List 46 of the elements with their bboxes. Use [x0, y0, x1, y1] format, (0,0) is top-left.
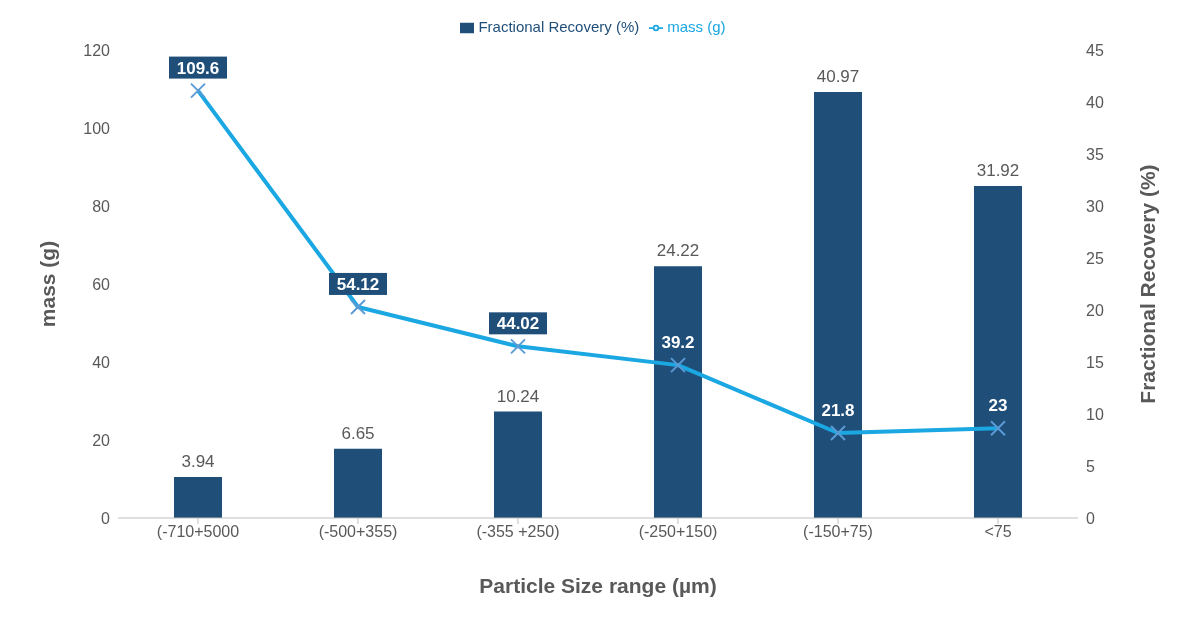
y-tick-label: 40: [92, 353, 111, 371]
x-tick-label: (-710+5000: [156, 523, 240, 541]
data-label: 21.8: [821, 400, 855, 420]
data-label: 24.22: [656, 241, 700, 261]
y2-tick-label: 45: [1086, 41, 1104, 59]
data-label: 6.65: [341, 423, 375, 443]
x-tick-label: (-250+150): [638, 523, 718, 541]
bar: [654, 266, 702, 518]
x-tick-label: (-500+355): [318, 523, 398, 541]
bar: [174, 477, 222, 518]
y-tick-label: 120: [83, 41, 111, 59]
x-tick-label: (-355 +250): [476, 523, 560, 541]
bar: [334, 448, 382, 518]
y2-tick-label: 15: [1086, 353, 1104, 371]
y2-tick-label: 20: [1086, 301, 1104, 319]
y2-axis-title: Fractional Recovery (%): [1136, 164, 1160, 404]
x-axis-title: Particle Size range (µm): [479, 574, 717, 597]
legend-label: mass (g): [667, 18, 726, 35]
legend-label: Fractional Recovery (%): [478, 18, 640, 35]
data-label: 39.2: [661, 333, 695, 353]
y2-tick-label: 35: [1086, 145, 1104, 163]
x-tick-label: <75: [984, 523, 1012, 541]
y2-tick-label: 0: [1086, 509, 1095, 527]
y-axis-title: mass (g): [36, 240, 60, 328]
data-label: 40.97: [816, 66, 860, 86]
y2-tick-label: 40: [1086, 93, 1104, 111]
y-tick-label: 60: [92, 275, 111, 293]
bar: [494, 411, 542, 518]
data-label: 44.02: [496, 314, 540, 334]
y2-tick-label: 5: [1086, 457, 1095, 475]
data-label: 10.24: [496, 386, 540, 406]
y-tick-label: 80: [92, 197, 111, 215]
y-tick-label: 0: [101, 509, 111, 527]
x-tick-label: (-150+75): [803, 523, 873, 541]
y2-tick-label: 10: [1086, 405, 1104, 423]
data-label: 54.12: [336, 274, 380, 294]
data-label: 23: [988, 396, 1008, 416]
y2-tick-label: 30: [1086, 197, 1104, 215]
bar: [974, 186, 1022, 518]
data-label: 109.6: [176, 58, 220, 78]
bar: [814, 91, 862, 518]
data-label: 31.92: [976, 161, 1020, 181]
data-label: 3.94: [181, 452, 215, 472]
y2-tick-label: 25: [1086, 249, 1104, 267]
y-tick-label: 100: [83, 119, 111, 137]
y-tick-label: 20: [92, 431, 111, 449]
